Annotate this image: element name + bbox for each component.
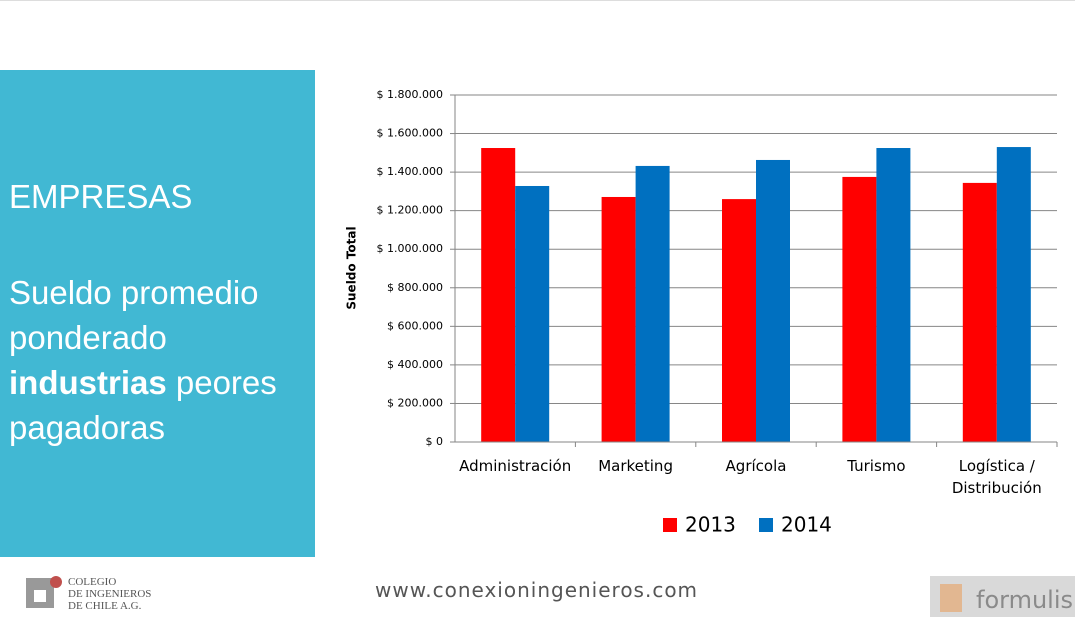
y-tick-label: $ 1.600.000 — [377, 127, 443, 140]
legend-swatch — [663, 518, 677, 532]
bar — [601, 196, 636, 442]
bar — [722, 199, 756, 442]
y-tick-label: $ 1.400.000 — [377, 165, 443, 178]
x-tick-label: Marketing — [598, 457, 673, 475]
y-tick-label: $ 0 — [426, 435, 444, 448]
y-tick-label: $ 400.000 — [387, 358, 443, 371]
x-tick-label: Administración — [459, 457, 572, 475]
bar — [876, 148, 911, 442]
panel-text-before: Sueldo promedio ponderado — [9, 274, 259, 356]
x-tick-label: Turismo — [847, 457, 906, 475]
legend-label: 2013 — [685, 513, 736, 537]
y-tick-label: $ 1.200.000 — [377, 204, 443, 217]
bar — [635, 165, 670, 443]
bar — [996, 147, 1031, 443]
bar — [842, 176, 877, 443]
legend-label: 2014 — [781, 513, 832, 537]
y-axis-label: Sueldo Total — [345, 226, 359, 309]
top-rule — [0, 0, 1075, 1]
bar — [481, 148, 516, 442]
bar — [962, 182, 997, 442]
panel-text-after: peores pagadoras — [9, 364, 277, 446]
logo-line: COLEGIO — [68, 576, 117, 588]
logo-text: COLEGIO DE INGENIEROS DE CHILE A.G. — [68, 576, 151, 612]
legend-swatch — [759, 518, 773, 532]
y-tick-label: $ 200.000 — [387, 396, 443, 409]
logo-line: DE CHILE A.G. — [68, 600, 142, 612]
footer-url: www.conexioningenieros.com — [375, 578, 699, 602]
y-tick-label: $ 1.000.000 — [377, 242, 443, 255]
brand-logo: formulis — [930, 576, 1075, 617]
panel-text: Sueldo promedio ponderado industrias peo… — [9, 270, 309, 450]
brand-text: formulis — [976, 586, 1074, 614]
logo-icon — [26, 576, 62, 608]
logo-line: DE INGENIEROS — [68, 588, 152, 600]
side-panel: EMPRESAS Sueldo promedio ponderado indus… — [0, 70, 315, 557]
bar — [756, 159, 790, 442]
y-tick-label: $ 800.000 — [387, 281, 443, 294]
y-tick-label: $ 600.000 — [387, 319, 443, 332]
y-tick-label: $ 1.800.000 — [377, 88, 443, 101]
x-tick-label: Logística / Distribución — [951, 457, 1042, 497]
x-tick-label: Agrícola — [725, 457, 787, 475]
chart: Sueldo Total $ 0 $ 200.000 $ 400.000 $ 600.… — [345, 88, 1058, 537]
bar — [515, 185, 550, 443]
panel-heading: EMPRESAS — [9, 178, 193, 215]
panel-text-bold: industrias — [9, 364, 167, 401]
